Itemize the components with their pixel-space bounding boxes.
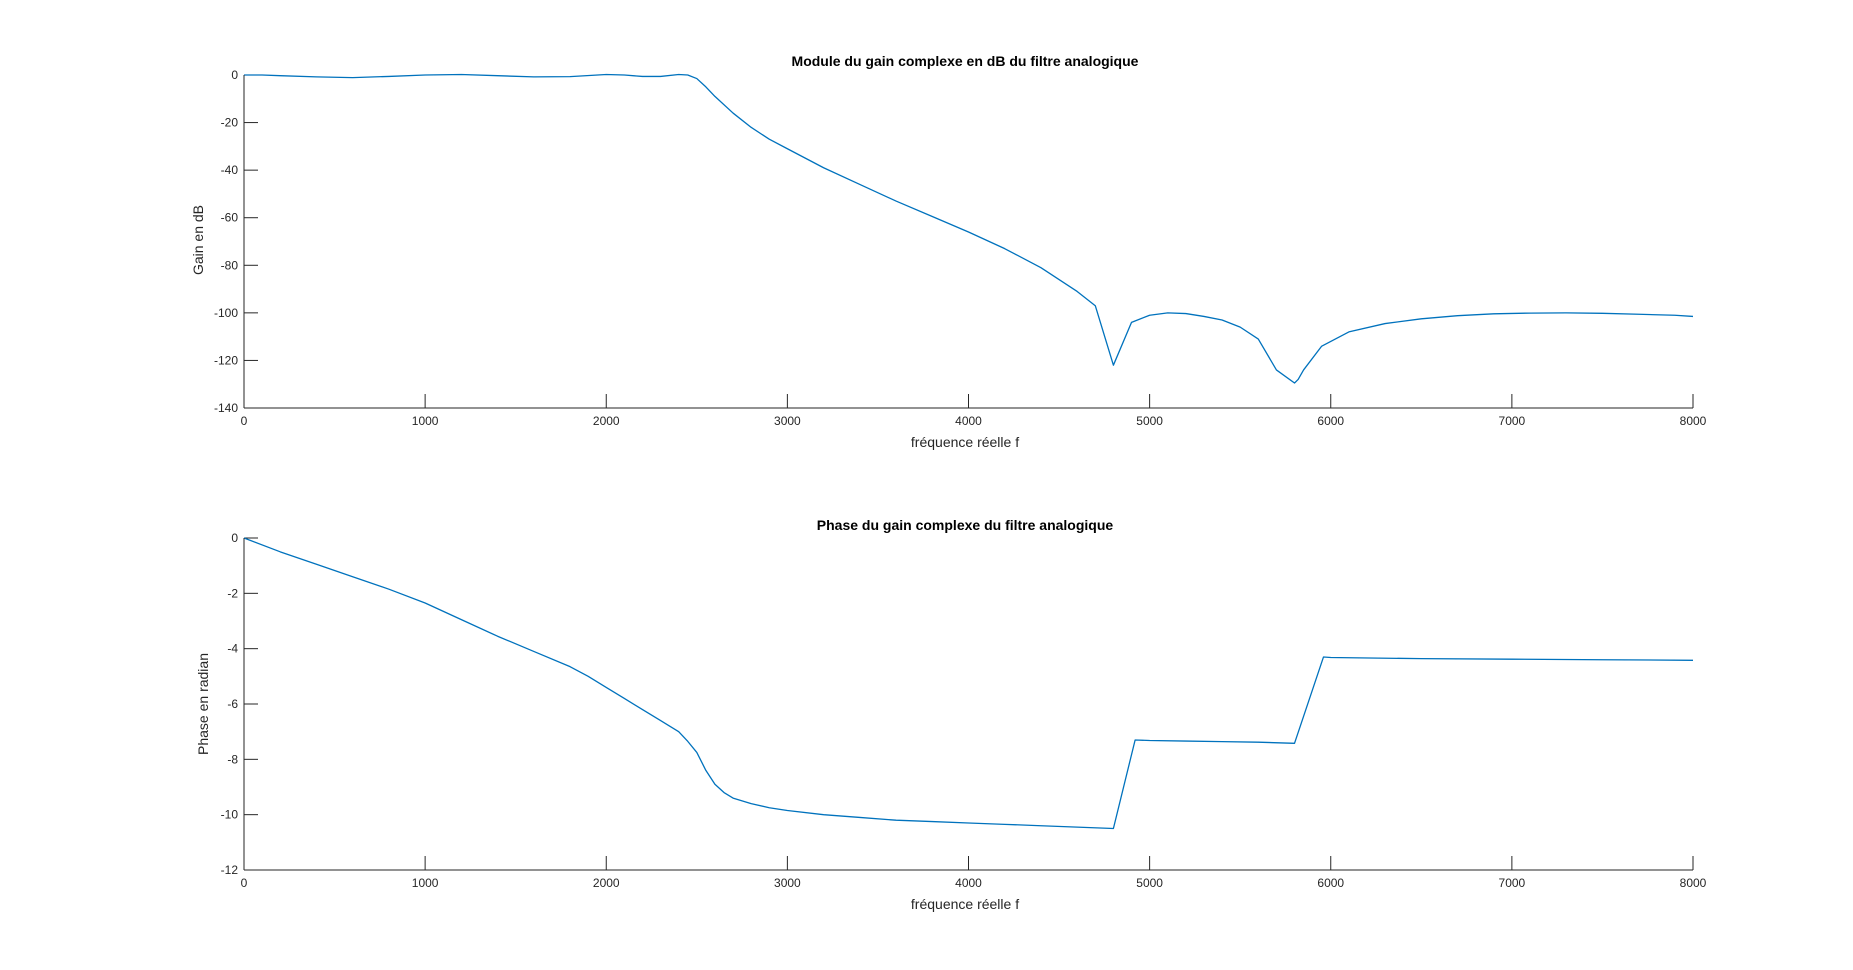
phase-plot-y-tick-label: -4 bbox=[227, 642, 238, 656]
phase-plot-axes bbox=[243, 538, 1693, 871]
gain-plot-x-tick-label: 5000 bbox=[1136, 414, 1163, 428]
phase-plot-y-tick-label: -8 bbox=[227, 752, 238, 766]
gain-plot-y-tick-label: -80 bbox=[221, 258, 239, 272]
gain-plot-title: Module du gain complexe en dB du filtre … bbox=[792, 53, 1139, 69]
gain-plot-ticks: 0 1000 2000 3000 4000 5000 6000 7000 8000 0 -20 -40… bbox=[214, 68, 1707, 428]
phase-plot-ticks: 0 1000 2000 3000 4000 5000 6000 7000 8000 0 -2 -4 -6… bbox=[221, 531, 1707, 890]
gain-plot: Module du gain complexe en dB du filtre … bbox=[190, 53, 1707, 450]
phase-plot-x-tick-label: 1000 bbox=[412, 876, 439, 890]
gain-plot-series-line-0 bbox=[244, 73, 1694, 384]
phase-plot-y-tick-label: 0 bbox=[231, 531, 238, 545]
gain-plot-x-tick-label: 1000 bbox=[412, 414, 439, 428]
phase-plot-x-tick-label: 3000 bbox=[774, 876, 801, 890]
phase-plot-x-tick-label: 5000 bbox=[1136, 876, 1163, 890]
phase-plot-title: Phase du gain complexe du filtre analogi… bbox=[817, 517, 1114, 533]
phase-plot-x-tick-label: 6000 bbox=[1317, 876, 1344, 890]
gain-plot-y-tick-label: 0 bbox=[231, 68, 238, 82]
phase-plot-y-tick-label: -10 bbox=[221, 808, 239, 822]
gain-plot-y-tick-label: -100 bbox=[214, 306, 238, 320]
phase-plot-series-line-0 bbox=[243, 537, 1694, 830]
phase-plot: Phase du gain complexe du filtre analogi… bbox=[195, 517, 1707, 912]
gain-plot-y-tick-label: -40 bbox=[221, 163, 239, 177]
gain-plot-axes bbox=[243, 75, 1693, 409]
gain-plot-y-tick-label: -120 bbox=[214, 353, 238, 367]
gain-plot-x-tick-label: 7000 bbox=[1499, 414, 1526, 428]
gain-plot-y-axis-label: Gain en dB bbox=[190, 205, 206, 275]
gain-plot-y-tick-label: -140 bbox=[214, 401, 238, 415]
phase-plot-x-tick-label: 8000 bbox=[1680, 876, 1707, 890]
phase-plot-x-axis-label: fréquence réelle f bbox=[911, 896, 1019, 912]
phase-plot-x-tick-label: 2000 bbox=[593, 876, 620, 890]
gain-plot-x-axis-label: fréquence réelle f bbox=[911, 434, 1019, 450]
phase-plot-y-tick-label: -6 bbox=[227, 697, 238, 711]
phase-plot-y-tick-label: -2 bbox=[227, 586, 238, 600]
gain-plot-y-tick-label: -60 bbox=[221, 211, 239, 225]
phase-plot-y-tick-label: -12 bbox=[221, 863, 239, 877]
phase-plot-x-tick-label: 7000 bbox=[1499, 876, 1526, 890]
gain-plot-y-tick-label: -20 bbox=[221, 116, 239, 130]
gain-plot-x-tick-label: 4000 bbox=[955, 414, 982, 428]
phase-plot-y-axis-label: Phase en radian bbox=[195, 653, 211, 755]
gain-plot-x-tick-label: 0 bbox=[241, 414, 248, 428]
phase-plot-series bbox=[243, 537, 1694, 830]
gain-plot-x-tick-label: 6000 bbox=[1317, 414, 1344, 428]
gain-plot-x-tick-label: 8000 bbox=[1680, 414, 1707, 428]
gain-plot-x-tick-label: 3000 bbox=[774, 414, 801, 428]
phase-plot-x-tick-label: 4000 bbox=[955, 876, 982, 890]
gain-plot-x-tick-label: 2000 bbox=[593, 414, 620, 428]
gain-plot-series bbox=[244, 73, 1694, 384]
phase-plot-x-tick-label: 0 bbox=[241, 876, 248, 890]
